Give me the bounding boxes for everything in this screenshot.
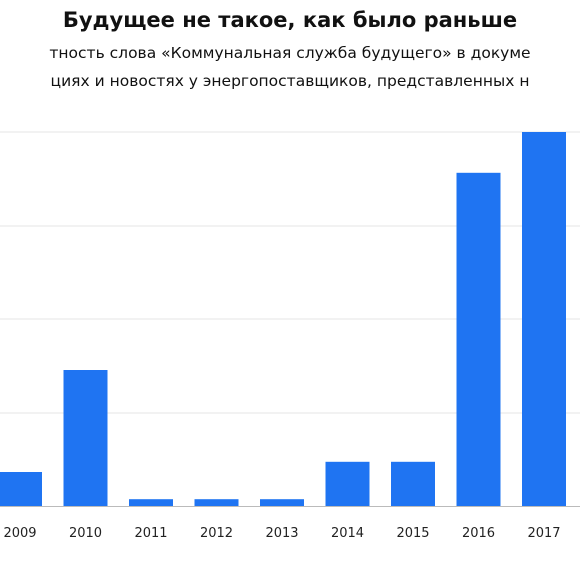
x-tick-label-2011: 2011 [134, 526, 167, 541]
bar-2011 [129, 499, 173, 506]
bar-2009 [0, 472, 42, 506]
bar-2017 [522, 132, 566, 506]
bars [0, 132, 566, 507]
bar-2016 [456, 172, 501, 507]
bar-2014 [325, 461, 370, 506]
x-tick-label-2016: 2016 [462, 526, 495, 541]
bar-2015 [391, 461, 435, 506]
x-tick-label-2014: 2014 [331, 526, 364, 541]
bar-2012 [194, 499, 239, 506]
x-tick-label-2010: 2010 [69, 526, 102, 541]
chart-subtitle-line-1: тность слова «Коммунальная служба будуще… [49, 44, 531, 62]
x-tick-label-2009: 2009 [3, 526, 36, 541]
chart-subtitle-line-2: циях и новостях у энергопоставщиков, пре… [50, 72, 530, 90]
x-tick-labels: 2009 2010 2011 2012 2013 2014 2015 2016 2017 [3, 526, 560, 541]
x-tick-label-2012: 2012 [200, 526, 233, 541]
bar-2013 [260, 499, 304, 506]
x-tick-label-2017: 2017 [527, 526, 560, 541]
bar-2010 [63, 370, 108, 506]
x-tick-label-2015: 2015 [396, 526, 429, 541]
chart-title: Будущее не такое, как было раньше [62, 8, 518, 32]
x-tick-label-2013: 2013 [265, 526, 298, 541]
